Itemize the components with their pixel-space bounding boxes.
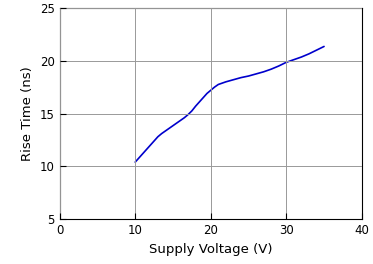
X-axis label: Supply Voltage (V): Supply Voltage (V) bbox=[149, 243, 273, 256]
Y-axis label: Rise Time (ns): Rise Time (ns) bbox=[21, 66, 34, 161]
